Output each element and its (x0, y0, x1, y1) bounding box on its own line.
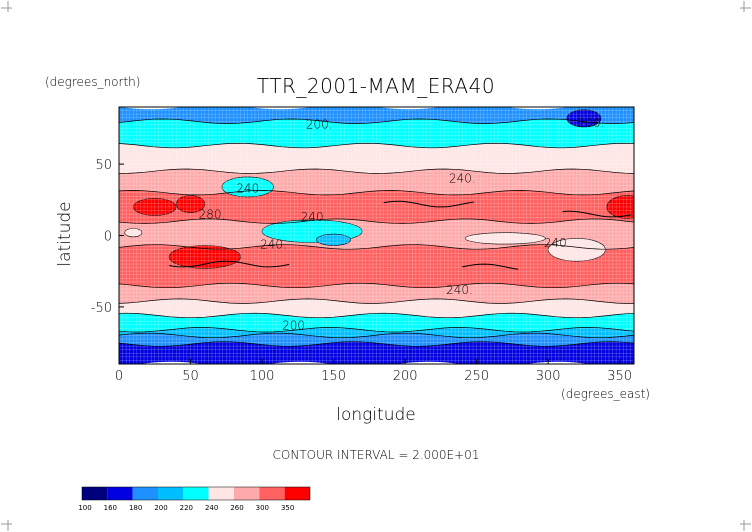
contour-label: 240. (449, 172, 476, 186)
legend-swatch (259, 487, 285, 500)
contour-line (119, 142, 634, 149)
legend-label: 100 (78, 504, 91, 512)
contour-feature (316, 233, 352, 246)
contour-band (119, 107, 634, 124)
legend-swatch (158, 487, 184, 500)
contour-line (119, 312, 634, 319)
contour-line (119, 341, 634, 347)
contour-line (119, 168, 634, 174)
legend-label: 350 (281, 504, 294, 512)
legend-label: 180 (129, 504, 142, 512)
legend-label: 240 (205, 504, 218, 512)
contour-line (383, 200, 474, 208)
contour-feature (464, 232, 546, 245)
x-tick-label: 100 (250, 369, 275, 384)
contour-band (119, 190, 634, 224)
legend-swatch (183, 487, 209, 500)
contour-line (119, 327, 634, 333)
contour-features (124, 109, 634, 269)
x-tick-label: 0 (115, 369, 123, 384)
y-tick-label: 0 (104, 230, 112, 245)
contour-label: 240. (446, 283, 473, 297)
y-axis: -50 0 50 (91, 158, 124, 316)
contour-line (462, 263, 519, 270)
contour-feature (168, 245, 241, 269)
legend-label: 260 (230, 504, 243, 512)
contour-label: 280. (199, 207, 226, 221)
contour-band (119, 244, 634, 288)
contour-line (119, 218, 634, 224)
contour-label: 240 (236, 182, 259, 196)
plot-area: 200. 200. 240 240. 280. 240 240. 240 240. 200 (118, 106, 635, 365)
contour-band (119, 313, 634, 333)
y-tick-label: -50 (91, 301, 112, 316)
y-axis-label: latitude (55, 201, 75, 266)
legend-frame (81, 486, 311, 501)
x-tick-label: 200 (393, 369, 418, 384)
contour-label: 200 (282, 319, 305, 333)
contour-line (119, 298, 634, 304)
contour-feature (133, 198, 177, 216)
legend-swatch (107, 487, 133, 500)
contour-label: 240. (260, 237, 287, 251)
x-axis: 0 50 100 150 200 250 300 350 (115, 359, 632, 384)
contour-line (119, 118, 634, 124)
x-tick-label: 300 (536, 369, 561, 384)
x-tick-label: 250 (464, 369, 489, 384)
contour-feature (175, 195, 206, 213)
legend-label: 200 (154, 504, 167, 512)
contour-label: 240 (301, 210, 324, 224)
contour-band (119, 341, 634, 364)
chart-title: TTR_2001-MAM_ERA40 (257, 74, 495, 98)
x-units-label: (degrees_east) (561, 387, 650, 401)
legend-label: 220 (180, 504, 193, 512)
contour-lines (119, 118, 634, 347)
contour-labels: 200. 200. 240 240. 280. 240 240. 240 240. 200 (199, 116, 605, 333)
x-tick-label: 350 (607, 369, 632, 384)
contour-line (119, 244, 634, 250)
x-tick-label: 50 (182, 369, 199, 384)
contour-feature (124, 228, 143, 238)
color-legend: 100 160 180 200 220 240 260 300 350 (78, 486, 311, 512)
y-tick-label: 50 (95, 158, 112, 173)
legend-swatch (132, 487, 158, 500)
contour-interval-text: CONTOUR INTERVAL = 2.000E+01 (273, 448, 480, 462)
contour-feature (606, 195, 634, 219)
x-tick-label: 150 (321, 369, 346, 384)
contour-line (119, 190, 634, 196)
contour-band (119, 327, 634, 338)
x-axis-label: longitude (336, 405, 416, 425)
contour-label: 240 (544, 236, 567, 250)
contour-line (119, 282, 634, 289)
legend-swatch (234, 487, 260, 500)
contour-band (119, 118, 634, 148)
contour-label: 200. (306, 117, 333, 131)
contour-band (119, 283, 634, 304)
legend-swatch (208, 487, 234, 500)
legend-label: 160 (104, 504, 117, 512)
y-units-label: (degrees_north) (45, 75, 140, 89)
legend-swatch (82, 487, 108, 500)
legend-swatch (284, 487, 310, 500)
contour-feature (547, 238, 606, 262)
legend-label: 300 (256, 504, 269, 512)
contour-label: 200. (578, 116, 605, 130)
contour-line (562, 210, 632, 218)
contour-line (169, 260, 290, 268)
contour-band (119, 143, 634, 174)
contour-line (119, 332, 634, 339)
